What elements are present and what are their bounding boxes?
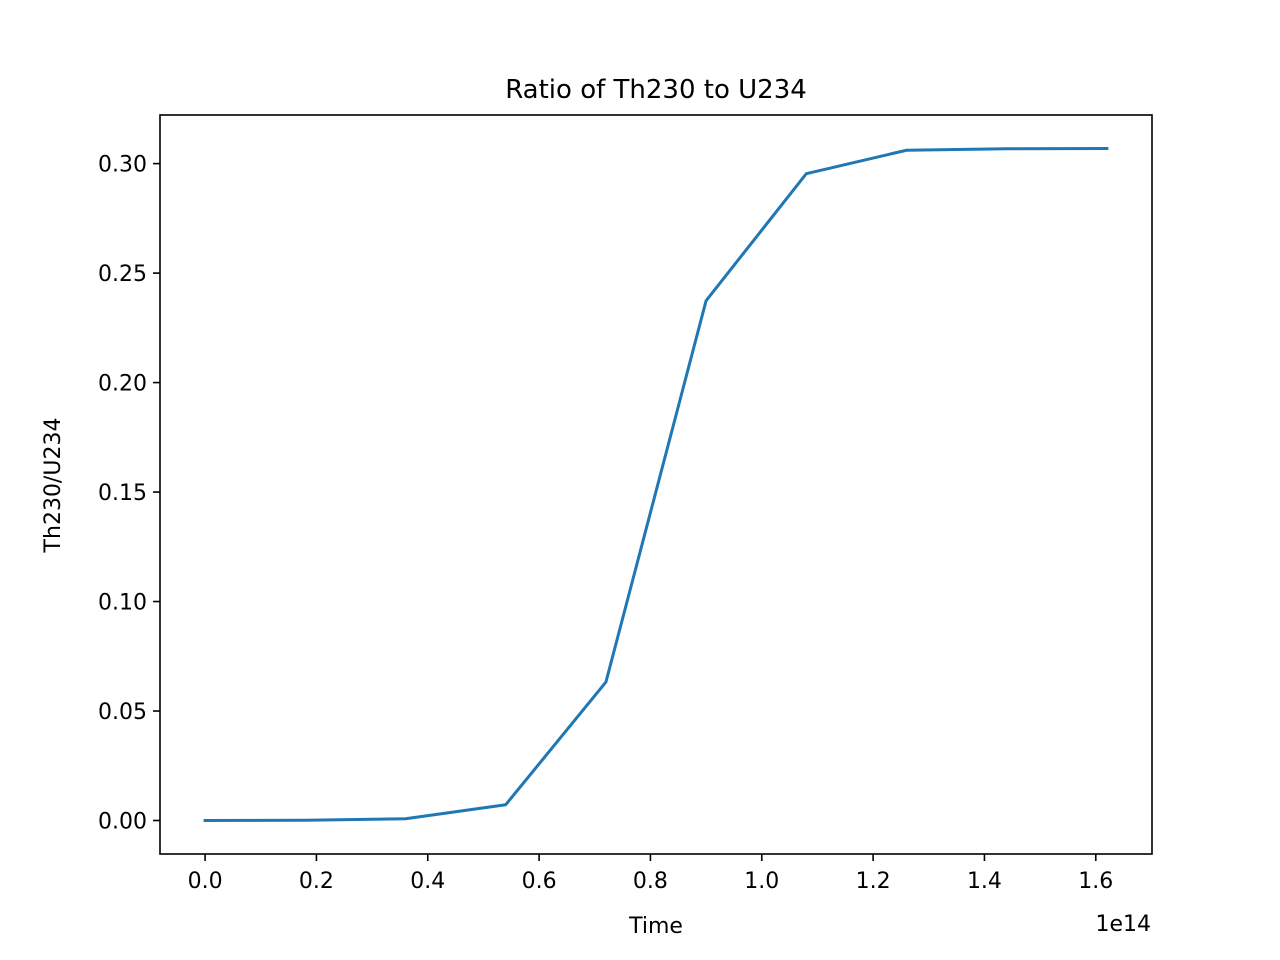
x-tick-label: 1.4 xyxy=(967,869,1002,894)
x-tick-label: 1.2 xyxy=(856,869,891,894)
chart-title: Ratio of Th230 to U234 xyxy=(505,75,807,105)
x-axis-offset-label: 1e14 xyxy=(1095,912,1151,937)
y-tick-label: 0.15 xyxy=(98,481,147,506)
x-axis-label: Time xyxy=(628,914,683,939)
y-tick-label: 0.20 xyxy=(98,372,147,397)
x-tick-label: 0.4 xyxy=(410,869,445,894)
x-tick-label: 1.0 xyxy=(744,869,779,894)
x-tick-label: 0.8 xyxy=(633,869,668,894)
x-tick-label: 1.6 xyxy=(1078,869,1113,894)
plot-area: 0.0 0.2 0.4 0.6 0.8 1.0 1.2 1.4 1.6 0.00 0.05 0.10 0… xyxy=(98,114,1153,894)
x-tick-label: 0.6 xyxy=(522,869,557,894)
x-tick-label: 0.0 xyxy=(188,869,223,894)
y-tick-label: 0.30 xyxy=(98,153,147,178)
y-tick-label: 0.10 xyxy=(98,591,147,616)
y-tick-label: 0.05 xyxy=(98,700,147,725)
y-axis-label: Th230/U234 xyxy=(41,418,66,554)
y-tick-label: 0.00 xyxy=(98,809,147,834)
series-line-0 xyxy=(203,146,1109,823)
x-tick-label: 0.2 xyxy=(299,869,334,894)
y-tick-label: 0.25 xyxy=(98,262,147,287)
plot-frame xyxy=(159,114,1153,855)
